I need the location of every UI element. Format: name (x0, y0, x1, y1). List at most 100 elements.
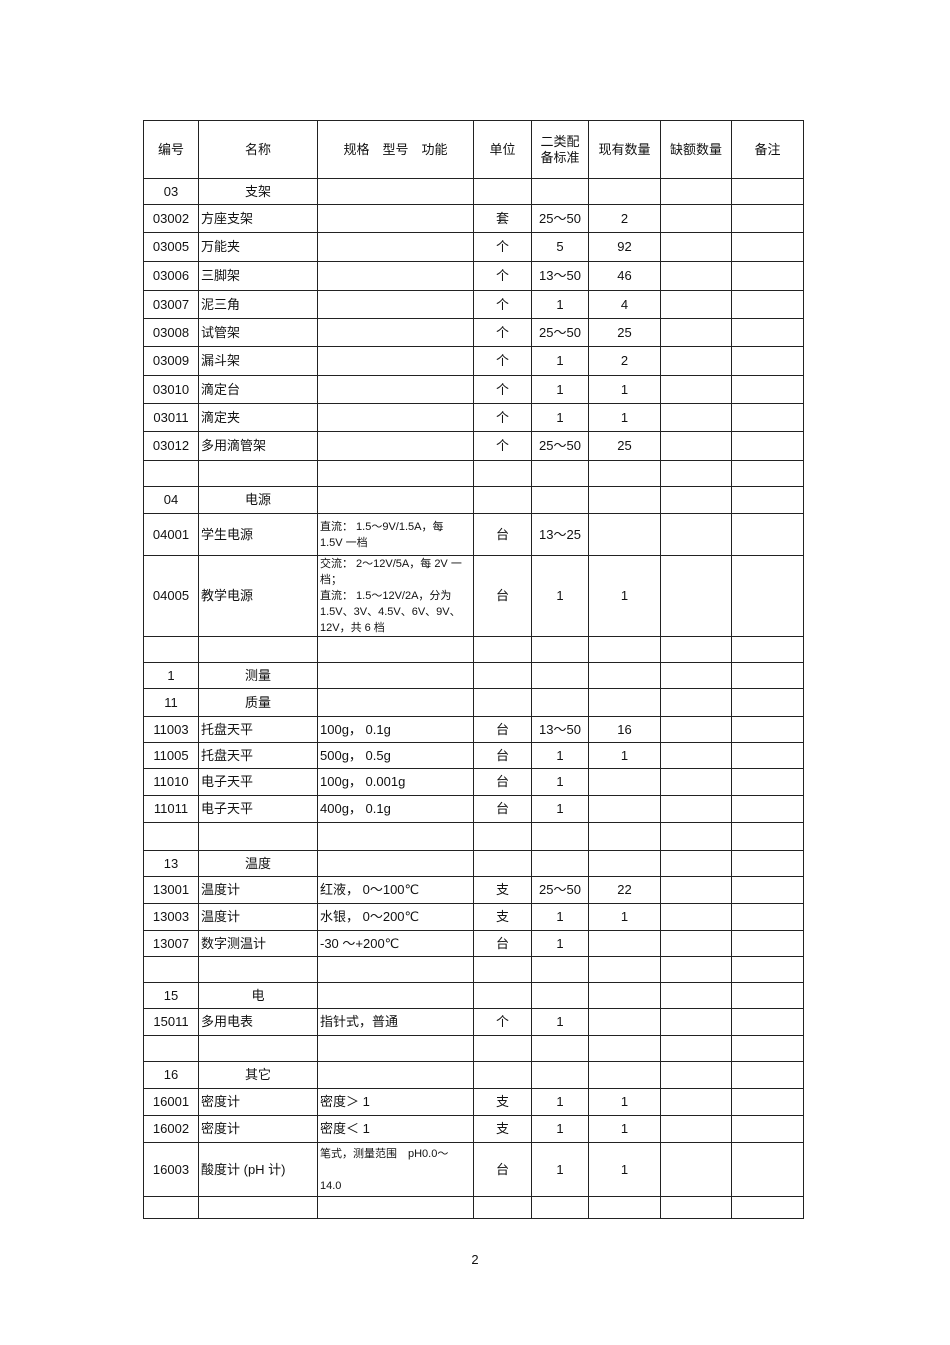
remarks-cell (731, 1088, 804, 1116)
code-cell: 03010 (143, 375, 199, 404)
shortage-cell (660, 1008, 732, 1036)
name-cell: 温度计 (198, 876, 318, 904)
unit-cell: 套 (473, 204, 532, 233)
name-cell: 学生电源 (198, 513, 318, 556)
code-cell (143, 1035, 199, 1062)
shortage-cell (660, 290, 732, 319)
unit-cell (473, 1061, 532, 1089)
unit-cell: 支 (473, 1115, 532, 1143)
table-row: 11005 托盘天平 500g， 0.5g 台 1 1 (143, 742, 804, 769)
name-cell (198, 460, 318, 487)
quantity-cell: 92 (588, 232, 661, 262)
spec-cell: 密度＜ 1 (317, 1115, 474, 1143)
code-cell: 03009 (143, 346, 199, 376)
unit-cell (473, 178, 532, 205)
unit-cell: 台 (473, 742, 532, 769)
quantity-cell (588, 1061, 661, 1089)
standard-cell (531, 982, 589, 1009)
remarks-cell (731, 486, 804, 514)
code-cell: 03012 (143, 431, 199, 461)
remarks-cell (731, 1008, 804, 1036)
quantity-cell: 1 (588, 375, 661, 404)
code-cell: 04 (143, 486, 199, 514)
quantity-cell (588, 982, 661, 1009)
name-cell: 泥三角 (198, 290, 318, 319)
category-row: 11 质量 (143, 688, 804, 717)
standard-cell: 13～50 (531, 261, 589, 291)
unit-cell: 个 (473, 261, 532, 291)
header-quantity: 现有数量 (588, 120, 661, 179)
quantity-cell (588, 460, 661, 487)
shortage-cell (660, 375, 732, 404)
spec-cell: 交流： 2～12V/5A，每 2V 一 档； 直流： 1.5～12V/2A，分为… (317, 555, 474, 637)
page-number: 2 (471, 1252, 479, 1267)
shortage-cell (660, 662, 732, 689)
code-cell: 11011 (143, 795, 199, 823)
quantity-cell (588, 1008, 661, 1036)
spec-cell (317, 460, 474, 487)
standard-cell: 1 (531, 795, 589, 823)
spec-cell (317, 431, 474, 461)
unit-cell: 个 (473, 346, 532, 376)
remarks-cell (731, 903, 804, 931)
unit-cell (473, 956, 532, 983)
name-cell: 酸度计 (pH 计) (198, 1142, 318, 1197)
shortage-cell (660, 822, 732, 851)
standard-cell: 1 (531, 403, 589, 432)
table-row: 15011 多用电表 指针式，普通个 1 (143, 1008, 804, 1036)
shortage-cell (660, 716, 732, 743)
shortage-cell (660, 742, 732, 769)
name-cell: 密度计 (198, 1088, 318, 1116)
shortage-cell (660, 930, 732, 957)
unit-cell (473, 636, 532, 663)
quantity-cell (588, 178, 661, 205)
standard-cell (531, 662, 589, 689)
name-cell: 数字测温计 (198, 930, 318, 957)
code-cell: 03008 (143, 318, 199, 347)
shortage-cell (660, 982, 732, 1009)
remarks-cell (731, 178, 804, 205)
remarks-cell (731, 742, 804, 769)
table-row: 13001 温度计 红液， 0～100℃ 支 25～50 22 (143, 876, 804, 904)
shortage-cell (660, 1035, 732, 1062)
remarks-cell (731, 1035, 804, 1062)
header-name: 名称 (198, 120, 318, 179)
remarks-cell (731, 768, 804, 796)
spec-cell (317, 403, 474, 432)
spec-cell (317, 261, 474, 291)
remarks-cell (731, 930, 804, 957)
quantity-cell: 22 (588, 876, 661, 904)
spec-cell (317, 636, 474, 663)
spec-cell (317, 1196, 474, 1219)
code-cell: 11 (143, 688, 199, 717)
spec-cell: 直流： 1.5～9V/1.5A，每 1.5V 一档 (317, 513, 474, 556)
table-row: 04001 学生电源 直流： 1.5～9V/1.5A，每 1.5V 一档台 13～25 (143, 513, 804, 556)
shortage-cell (660, 486, 732, 514)
unit-cell: 台 (473, 1142, 532, 1197)
standard-cell: 1 (531, 903, 589, 931)
spec-cell (317, 982, 474, 1009)
code-cell (143, 1196, 199, 1219)
code-cell: 16003 (143, 1142, 199, 1197)
table-row: 03007 泥三角 个 1 4 (143, 290, 804, 319)
standard-cell: 1 (531, 1115, 589, 1143)
quantity-cell (588, 930, 661, 957)
spec-cell: 水银， 0～200℃ (317, 903, 474, 931)
name-cell: 滴定夹 (198, 403, 318, 432)
name-cell: 滴定台 (198, 375, 318, 404)
equipment-table: 编号 名称 规格 型号 功能 单位 二类配 备标准 现有数量 缺额数量 备注 0… (143, 120, 804, 1219)
standard-cell: 13～25 (531, 513, 589, 556)
quantity-cell: 1 (588, 1088, 661, 1116)
remarks-cell (731, 982, 804, 1009)
table-row: 03009 漏斗架 个 1 2 (143, 346, 804, 376)
remarks-cell (731, 261, 804, 291)
name-cell (198, 636, 318, 663)
table-row: 11011 电子天平 400g， 0.1g 台 1 (143, 795, 804, 823)
shortage-cell (660, 876, 732, 904)
unit-cell: 个 (473, 403, 532, 432)
unit-cell: 支 (473, 876, 532, 904)
table-row: 13007 数字测温计 -30 ～+200℃ 台 1 (143, 930, 804, 957)
spec-cell (317, 290, 474, 319)
table-row: 16003 酸度计 (pH 计) 笔式，测量范围 pH0.0～ 14.0 台 1 1 (143, 1142, 804, 1197)
